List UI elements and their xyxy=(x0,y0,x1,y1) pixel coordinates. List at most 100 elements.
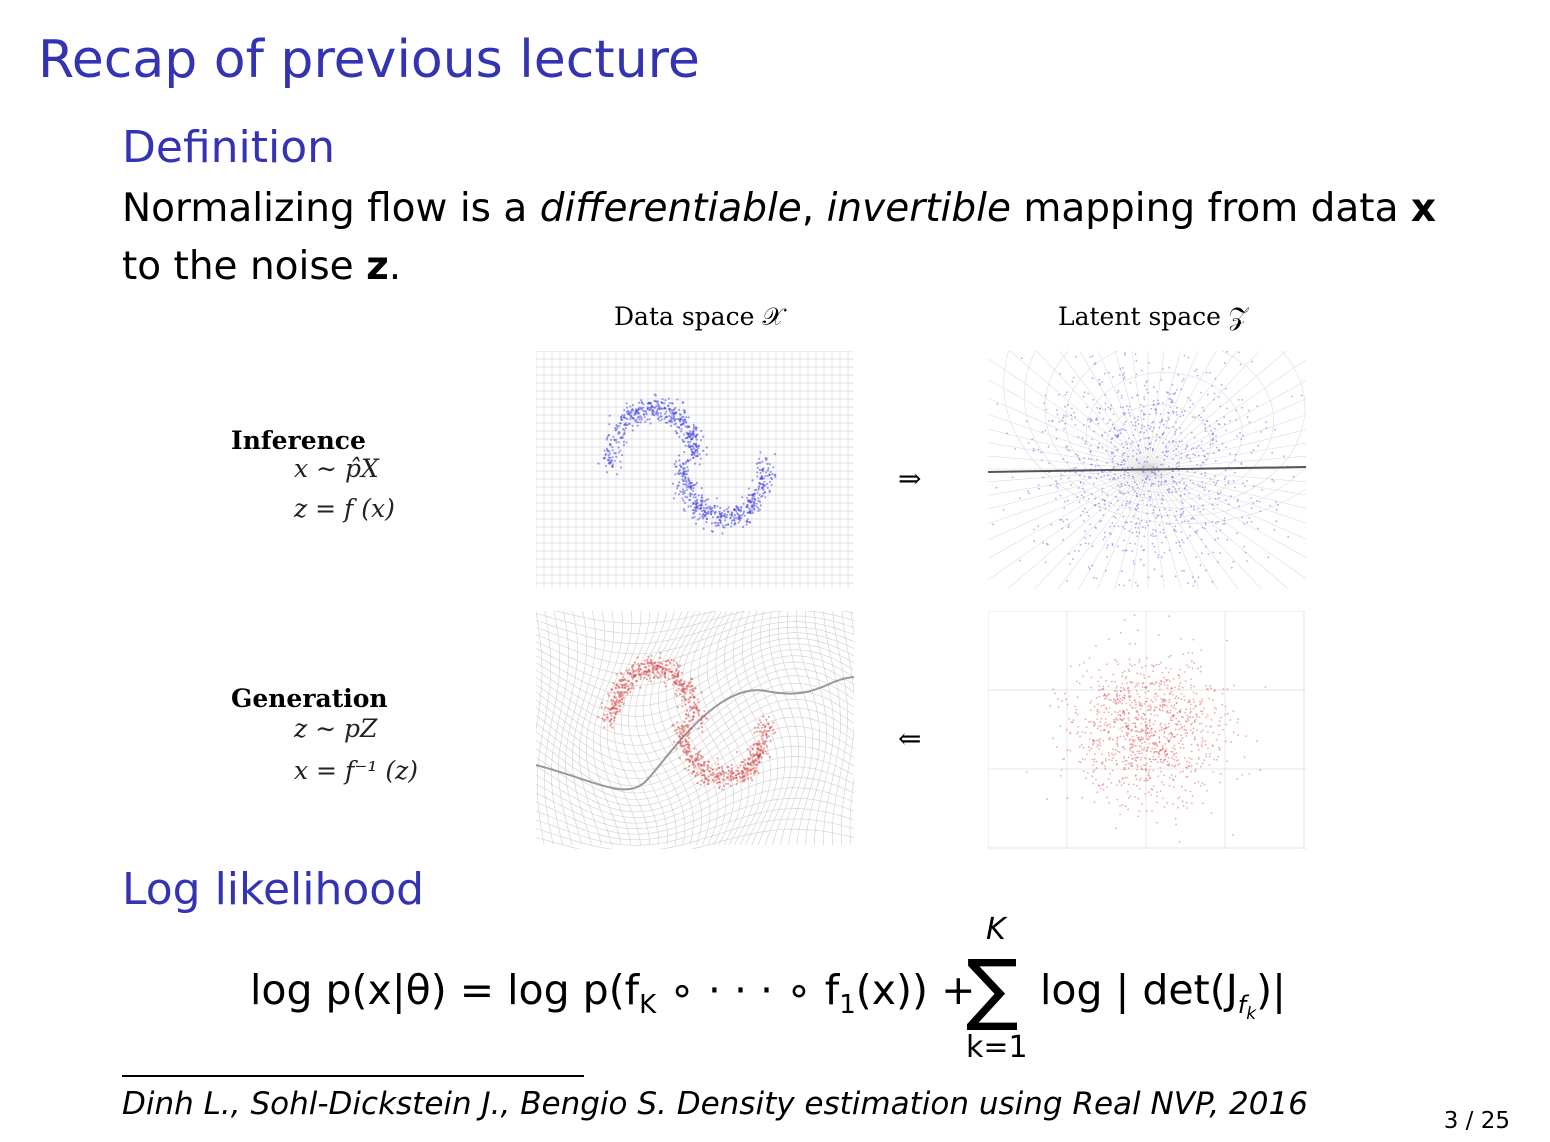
sample-point xyxy=(1164,750,1167,753)
sample-point xyxy=(717,524,720,527)
sample-point xyxy=(1174,515,1176,518)
sample-point xyxy=(1116,750,1119,753)
sample-point xyxy=(1163,681,1166,684)
sample-point xyxy=(1170,705,1173,707)
sample-point xyxy=(1077,454,1079,457)
sample-point xyxy=(1148,495,1151,498)
sample-point xyxy=(1102,788,1105,791)
sample-point xyxy=(1185,801,1188,804)
sample-point xyxy=(1104,408,1107,411)
sample-point xyxy=(1212,442,1214,445)
sample-point xyxy=(671,417,675,420)
sample-point xyxy=(1112,718,1115,721)
sample-point xyxy=(1154,758,1157,761)
sample-point xyxy=(727,506,730,509)
sample-point xyxy=(1123,697,1125,699)
sample-point xyxy=(1089,476,1092,478)
sample-point xyxy=(628,668,631,671)
sample-point xyxy=(1104,536,1106,538)
sample-point xyxy=(1150,484,1153,487)
sample-point xyxy=(1183,695,1185,698)
sample-point xyxy=(652,671,655,674)
sample-point xyxy=(1050,523,1053,526)
sample-point xyxy=(704,717,707,720)
sample-point xyxy=(1105,695,1108,698)
sample-point xyxy=(755,763,758,766)
sample-point xyxy=(1132,743,1134,746)
sample-point xyxy=(1055,428,1058,431)
sample-point xyxy=(1025,771,1028,773)
sample-point xyxy=(1175,466,1178,469)
sample-point xyxy=(1116,737,1119,740)
sample-point xyxy=(1154,693,1157,696)
sample-point xyxy=(700,507,703,510)
sample-point xyxy=(693,701,696,704)
sample-point xyxy=(1127,491,1130,494)
sample-point xyxy=(1069,749,1072,752)
sample-point xyxy=(1152,755,1155,758)
sample-point xyxy=(1192,482,1195,484)
sample-point xyxy=(1134,759,1137,761)
sample-point xyxy=(1146,709,1149,712)
sample-point xyxy=(1217,537,1219,540)
sample-point xyxy=(1163,806,1166,808)
sample-point xyxy=(690,755,693,758)
sample-point xyxy=(709,767,712,770)
sample-point xyxy=(1100,762,1103,764)
sample-point xyxy=(1134,722,1137,725)
sample-point xyxy=(1124,549,1127,552)
sample-point xyxy=(1145,686,1147,689)
sample-point xyxy=(1116,740,1118,743)
sample-point xyxy=(1105,724,1108,727)
sample-point xyxy=(1146,697,1149,700)
sample-point xyxy=(754,759,757,762)
sample-point xyxy=(688,482,691,485)
sample-point xyxy=(699,457,702,460)
sample-point xyxy=(1100,476,1103,479)
sample-point xyxy=(1181,508,1184,510)
sample-point xyxy=(649,422,652,425)
sample-point xyxy=(689,750,692,753)
sample-point xyxy=(1090,720,1092,723)
sample-point xyxy=(684,692,687,695)
sample-point xyxy=(1085,777,1087,780)
sample-point xyxy=(681,488,684,491)
sample-point xyxy=(1216,446,1218,449)
sample-point xyxy=(720,515,723,519)
sample-point xyxy=(1087,418,1089,421)
sample-point xyxy=(700,515,703,518)
sample-point xyxy=(1123,473,1126,476)
sample-point xyxy=(1152,483,1155,485)
sample-point xyxy=(1115,759,1118,762)
sample-point xyxy=(632,675,635,678)
sample-point xyxy=(1104,431,1107,434)
sample-point xyxy=(1107,693,1110,696)
sample-point xyxy=(1153,696,1156,699)
sample-point xyxy=(693,770,696,773)
sample-point xyxy=(1168,509,1171,512)
sample-point xyxy=(1163,732,1166,735)
sample-point xyxy=(631,408,634,411)
sample-point xyxy=(1197,667,1200,670)
sample-point xyxy=(1180,739,1182,742)
sample-point xyxy=(1174,686,1176,689)
sample-point xyxy=(1134,421,1137,424)
sample-point xyxy=(1162,761,1164,764)
sample-point xyxy=(1126,481,1129,484)
sample-point xyxy=(683,721,686,724)
sample-point xyxy=(1197,748,1200,751)
sample-point xyxy=(1170,773,1173,776)
sample-point xyxy=(1136,672,1139,675)
sample-point xyxy=(756,491,759,494)
sample-point xyxy=(1099,509,1102,512)
sample-point xyxy=(626,417,629,421)
sample-point xyxy=(1166,760,1169,763)
sample-point xyxy=(1189,534,1192,537)
sample-point xyxy=(1190,758,1193,761)
sample-point xyxy=(1114,680,1116,683)
sample-point xyxy=(1123,782,1125,784)
sample-point xyxy=(681,490,684,493)
sample-point xyxy=(1132,449,1134,452)
sample-point xyxy=(1112,673,1115,676)
sample-point xyxy=(1122,549,1124,552)
